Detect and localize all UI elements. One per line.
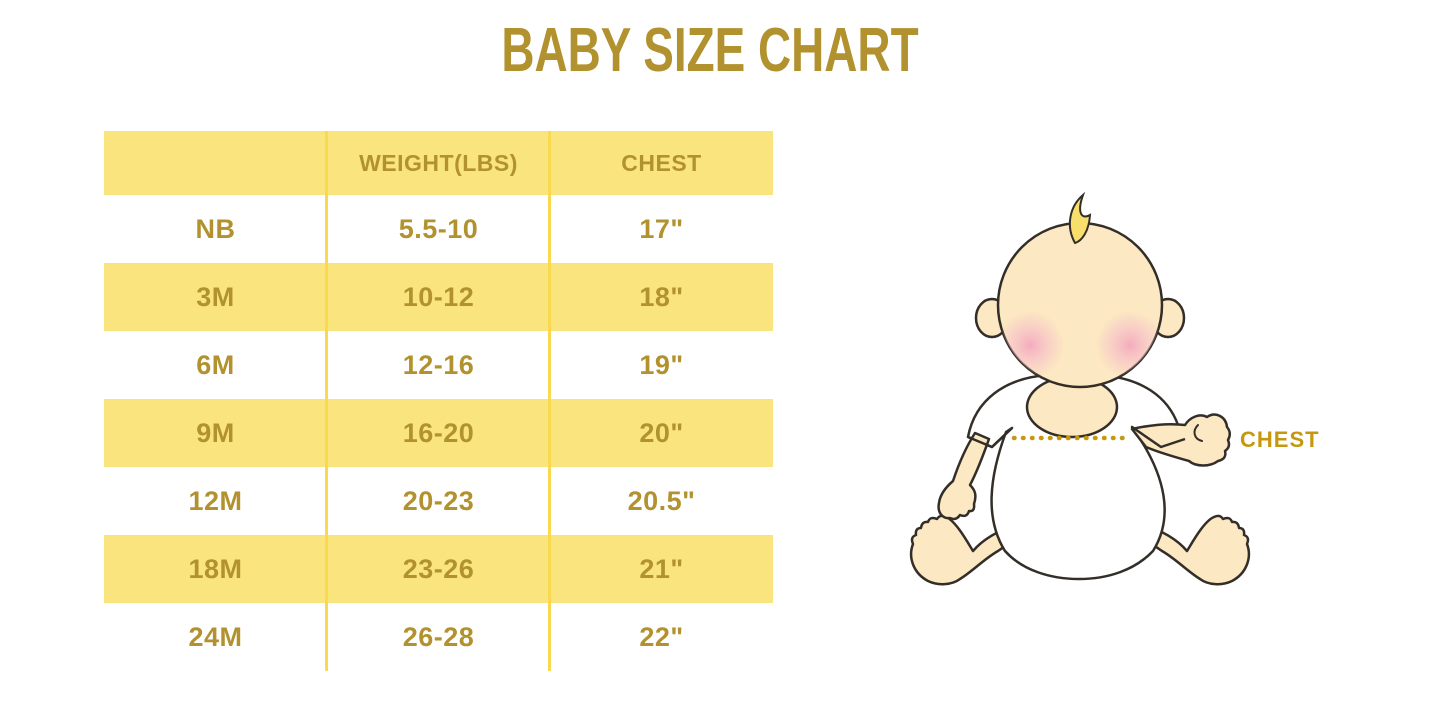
table-cell-chest: 20": [639, 417, 684, 448]
table-cell-weight: 10-12: [402, 281, 475, 312]
table-row: 24M 26-28 22": [104, 603, 773, 671]
table-row: 9M 16-20 20": [104, 399, 773, 467]
table-header-cell-chest: CHEST: [621, 149, 702, 176]
table-cell-chest: 21": [639, 553, 684, 584]
baby-illustration: [880, 185, 1330, 595]
table-cell-weight: 20-23: [402, 485, 475, 516]
table-cell-weight: 23-26: [402, 553, 475, 584]
table-cell-chest: 19": [639, 349, 684, 380]
table-header-row: WEIGHT(LBS) CHEST: [104, 131, 773, 195]
table-cell-weight: 12-16: [402, 349, 475, 380]
table-cell-chest: 22": [639, 621, 684, 652]
table-cell-size: 18M: [188, 553, 243, 584]
table-header-cell-size: [104, 131, 327, 195]
baby-fist-thumb-line: [1193, 424, 1203, 442]
baby-arm-left: [937, 431, 991, 521]
table-cell-weight: 5.5-10: [398, 213, 479, 244]
chest-measurement-label: CHEST: [1240, 427, 1320, 452]
table-cell-size: NB: [195, 213, 236, 244]
table-cell-chest: 18": [639, 281, 684, 312]
table-column-divider: [325, 131, 328, 671]
table-header-cell-weight: WEIGHT(LBS): [359, 149, 518, 176]
baby-sleeve-hem-left: [967, 427, 1013, 449]
table-cell-size: 24M: [188, 621, 243, 652]
baby-sleeve-hem-right: [1131, 425, 1186, 449]
table-row: 3M 10-12 18": [104, 263, 773, 331]
table-row: NB 5.5-10 17": [104, 195, 773, 263]
table-cell-chest: 17": [639, 213, 684, 244]
table-row: 18M 23-26 21": [104, 535, 773, 603]
table-column-divider: [548, 131, 551, 671]
table-cell-size: 9M: [196, 417, 235, 448]
table-cell-size: 6M: [196, 349, 235, 380]
table-cell-size: 3M: [196, 281, 235, 312]
table-row: 6M 12-16 19": [104, 331, 773, 399]
baby-hair-curl: [1068, 191, 1092, 245]
table-cell-weight: 16-20: [402, 417, 475, 448]
table-cell-size: 12M: [188, 485, 243, 516]
table-row: 12M 20-23 20.5": [104, 467, 773, 535]
table-cell-chest: 20.5": [627, 485, 696, 516]
baby-illustration-svg: [909, 191, 1251, 586]
table-cell-weight: 26-28: [402, 621, 475, 652]
page-title: BABY SIZE CHART: [501, 16, 919, 85]
size-table: WEIGHT(LBS) CHEST NB 5.5-10 17" 3M 10-12…: [104, 131, 773, 671]
